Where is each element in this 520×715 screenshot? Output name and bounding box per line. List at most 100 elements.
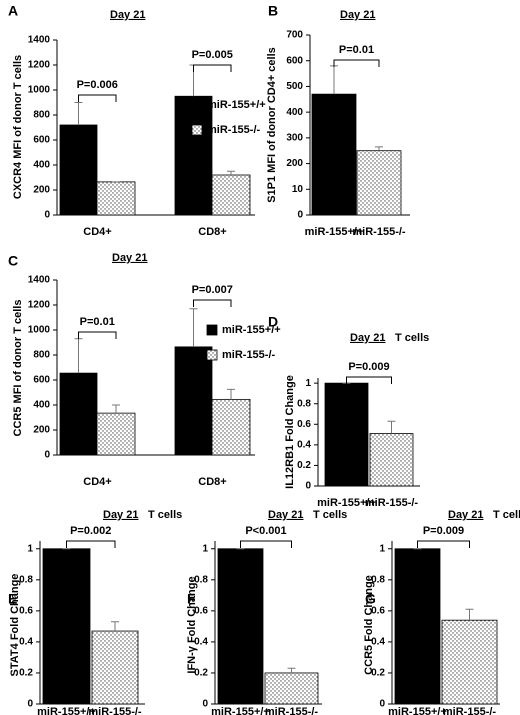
y-tick-label: 0.2: [297, 460, 311, 471]
y-tick-label: 200: [33, 185, 50, 196]
x-tick-label: miR-155+/+: [305, 226, 364, 238]
y-tick-label: 400: [33, 400, 50, 411]
x-tick-label: CD8+: [198, 476, 226, 488]
y-tick-label: 1: [202, 543, 208, 554]
x-tick-label: miR-155+/+: [388, 706, 447, 715]
panel-title: Day 21: [268, 509, 303, 521]
p-value: P=0.007: [192, 284, 233, 296]
y-tick-label: 0.6: [371, 605, 385, 616]
x-tick-label: miR-155-/-: [88, 706, 142, 715]
y-tick-label: 200: [33, 425, 50, 436]
panel-letter: A: [8, 3, 18, 19]
y-tick-label: 400: [286, 107, 303, 118]
error-bar: [330, 65, 338, 95]
x-tick-label: CD8+: [198, 226, 226, 238]
significance-bracket: [78, 94, 117, 102]
y-tick-label: 800: [33, 350, 50, 361]
significance-bracket: [333, 59, 380, 67]
legend-label: miR-155+/+: [222, 324, 281, 336]
y-tick-label: 1: [305, 378, 311, 389]
y-tick-label: 1000: [28, 325, 51, 336]
y-tick-label: 0.8: [371, 574, 385, 585]
y-tick-label: 1400: [28, 35, 51, 46]
y-tick-label: 0: [27, 699, 33, 710]
panel-subtitle: T cells: [493, 509, 520, 521]
p-value: P<0.001: [245, 525, 286, 537]
y-tick-label: 0.8: [194, 574, 208, 585]
y-tick-label: 10: [292, 184, 304, 195]
panel-letter: B: [268, 3, 278, 19]
significance-bracket: [66, 540, 116, 548]
legend-swatch: [191, 99, 203, 111]
y-tick-label: 0: [202, 699, 208, 710]
y-tick-label: 1200: [28, 300, 51, 311]
panel-title: Day 21: [448, 509, 483, 521]
y-tick-label: 400: [33, 160, 50, 171]
y-tick-label: 0.2: [19, 668, 33, 679]
significance-bracket: [240, 540, 292, 548]
y-tick-label: 0.2: [371, 668, 385, 679]
p-value: P=0.009: [423, 525, 464, 537]
bar: [174, 346, 213, 456]
significance-bracket: [346, 376, 392, 384]
y-axis-label: IL12RB1 Fold Change: [284, 375, 296, 489]
y-tick-label: 0.4: [297, 439, 311, 450]
p-value: P=0.01: [339, 44, 374, 56]
panel-subtitle: T cells: [148, 509, 182, 521]
y-tick-label: 700: [286, 30, 303, 41]
panel-letter: G: [365, 591, 376, 607]
y-tick-label: 0.8: [297, 398, 311, 409]
significance-bracket: [417, 540, 470, 548]
legend-swatch: [206, 349, 218, 361]
x-tick-label: CD4+: [83, 476, 111, 488]
bar: [174, 95, 213, 216]
y-tick-label: 300: [286, 132, 303, 143]
bar: [59, 372, 98, 456]
bar: [264, 672, 319, 705]
x-tick-label: miR-155-/-: [265, 706, 319, 715]
p-value: P=0.009: [348, 361, 389, 373]
bar: [211, 174, 251, 216]
panel-title: Day 21: [103, 509, 138, 521]
y-axis-label: STAT4 Fold Change: [9, 574, 21, 677]
error-bar: [112, 404, 120, 414]
panel-subtitle: T cells: [395, 332, 429, 344]
legend-label: miR-155+/+: [207, 99, 266, 111]
error-bar: [74, 338, 83, 374]
bar: [356, 150, 402, 216]
bar: [59, 124, 98, 216]
y-axis-label: CCR5 MFI of donor T cells: [12, 300, 24, 437]
bar: [441, 619, 498, 705]
legend-label: miR-155-/-: [222, 349, 276, 361]
x-tick-label: miR-155+/+: [317, 497, 376, 509]
bar: [91, 630, 139, 705]
y-tick-label: 0.4: [194, 637, 208, 648]
y-tick-label: 800: [33, 110, 50, 121]
bar: [96, 412, 136, 456]
y-tick-label: 600: [33, 375, 50, 386]
bar: [369, 433, 414, 487]
y-tick-label: 600: [286, 55, 303, 66]
y-tick-label: 0.8: [19, 574, 33, 585]
panel-title: Day 21: [110, 9, 145, 21]
y-tick-label: 1400: [28, 275, 51, 286]
y-tick-label: 0.6: [297, 419, 311, 430]
legend-swatch: [191, 124, 203, 136]
panel-title: Day 21: [350, 332, 385, 344]
y-axis-label: IFN-γ Fold Change: [186, 576, 198, 673]
y-tick-label: 0: [44, 210, 50, 221]
y-tick-label: 1000: [28, 85, 51, 96]
error-bar: [387, 420, 396, 434]
panel-subtitle: T cells: [313, 509, 347, 521]
significance-bracket: [193, 64, 232, 72]
y-tick-label: 1: [27, 543, 33, 554]
y-axis-label: S1P1 MFI of donor CD4+ cells: [266, 47, 278, 203]
error-bar: [227, 170, 235, 175]
y-tick-label: 0.2: [194, 668, 208, 679]
y-tick-label: 1: [379, 543, 385, 554]
bar: [42, 548, 91, 705]
panel-title: Day 21: [340, 9, 375, 21]
y-tick-label: 0.6: [194, 605, 208, 616]
error-bar: [465, 608, 474, 621]
